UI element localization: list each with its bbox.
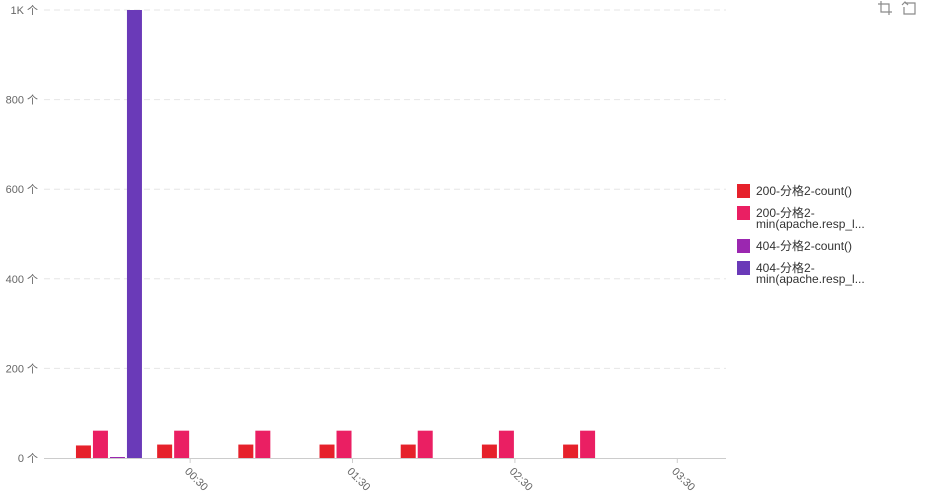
y-tick-label: 200 个 xyxy=(6,362,38,375)
legend-swatch xyxy=(737,239,750,253)
grid-lines xyxy=(44,9,726,369)
x-tick-label: 00:30 xyxy=(182,466,210,494)
legend-item[interactable]: 404-分格2-min(apache.resp_l... xyxy=(737,260,865,286)
y-tick-label: 800 个 xyxy=(6,94,38,107)
x-tick-label: 02:30 xyxy=(507,466,535,494)
y-tick-label: 600 个 xyxy=(6,183,38,196)
legend-item[interactable]: 200-分格2-min(apache.resp_l... xyxy=(737,205,865,231)
bar[interactable] xyxy=(109,457,125,458)
bar[interactable] xyxy=(400,444,416,458)
legend-swatch xyxy=(737,261,750,275)
bar[interactable] xyxy=(126,10,142,458)
legend-swatch xyxy=(737,206,750,220)
x-axis: 00:30 01:30 02:30 03:30 xyxy=(44,458,726,494)
x-tick-label: 03:30 xyxy=(669,466,697,494)
bar[interactable] xyxy=(157,444,173,458)
y-axis: 0 个 200 个 400 个 600 个 800 个 1K 个 xyxy=(6,4,38,465)
bar[interactable] xyxy=(75,445,91,458)
legend-label: 200-分格2-count() xyxy=(756,183,852,198)
bar[interactable] xyxy=(481,444,497,458)
bars xyxy=(75,10,596,458)
legend-label: 404-分格2-count() xyxy=(756,238,852,253)
y-tick-label: 0 个 xyxy=(18,452,38,465)
bar[interactable] xyxy=(255,430,271,458)
bar[interactable] xyxy=(580,430,596,458)
bar[interactable] xyxy=(174,430,190,458)
legend-label: 200-分格2- xyxy=(756,205,815,220)
crop-icon[interactable] xyxy=(878,1,892,15)
bar[interactable] xyxy=(238,444,254,458)
legend-swatch xyxy=(737,184,750,198)
bar[interactable] xyxy=(498,430,514,458)
bar[interactable] xyxy=(92,430,108,458)
x-tick-label: 01:30 xyxy=(344,466,372,494)
bar[interactable] xyxy=(563,444,579,458)
legend-item[interactable]: 404-分格2-count() xyxy=(737,238,852,253)
bar[interactable] xyxy=(417,430,433,458)
y-tick-label: 1K 个 xyxy=(10,4,38,17)
legend: 200-分格2-count()200-分格2-min(apache.resp_l… xyxy=(737,183,865,286)
y-tick-label: 400 个 xyxy=(6,273,38,286)
bar[interactable] xyxy=(319,444,335,458)
legend-label: min(apache.resp_l... xyxy=(756,217,865,231)
chart-toolbar xyxy=(878,1,916,15)
legend-label: 404-分格2- xyxy=(756,260,815,275)
legend-item[interactable]: 200-分格2-count() xyxy=(737,183,852,198)
legend-label: min(apache.resp_l... xyxy=(756,272,865,286)
bar[interactable] xyxy=(336,430,352,458)
reset-icon[interactable] xyxy=(901,1,916,15)
